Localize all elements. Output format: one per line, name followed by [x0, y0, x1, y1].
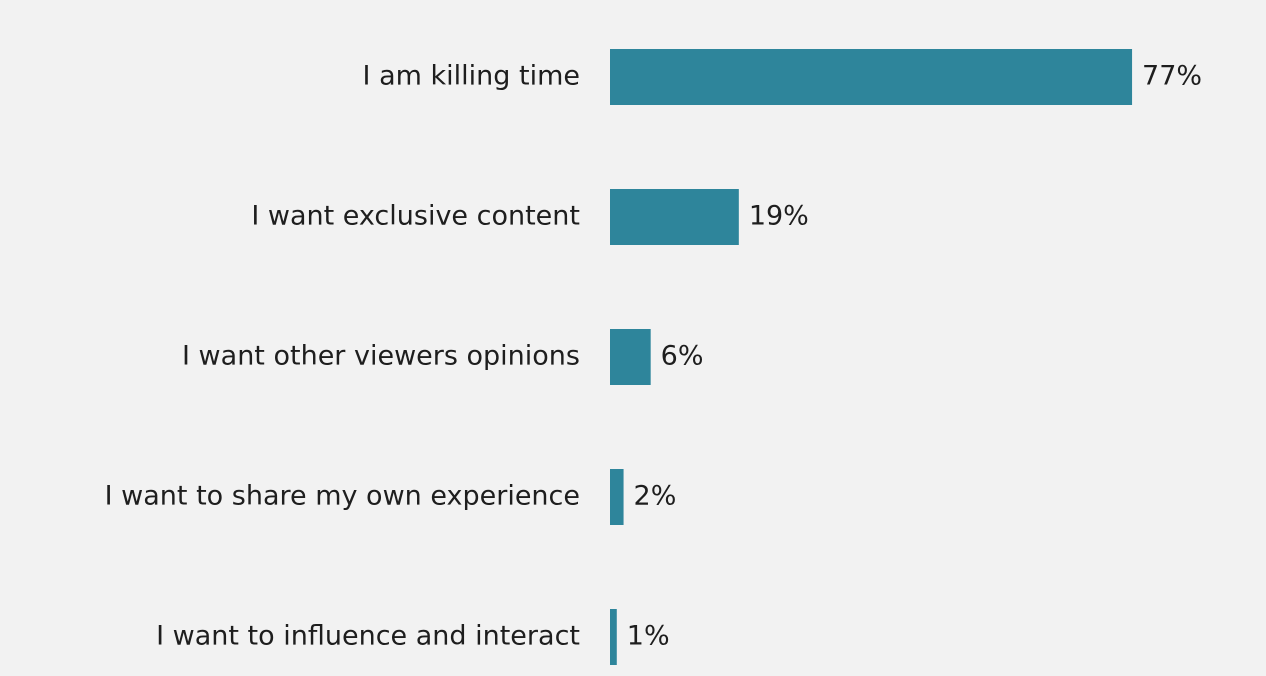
value-label: 1% — [627, 621, 670, 652]
category-label: I want to share my own experience — [105, 481, 580, 512]
bar — [610, 609, 617, 665]
bar — [610, 469, 624, 525]
category-label: I want other viewers opinions — [182, 341, 580, 372]
value-label: 2% — [634, 481, 677, 512]
value-label: 6% — [661, 341, 704, 372]
bar — [610, 189, 739, 245]
category-label: I am killing time — [363, 61, 580, 92]
category-label: I want exclusive content — [251, 201, 580, 232]
bar — [610, 49, 1133, 105]
category-label: I want to influence and interact — [156, 621, 580, 652]
bar — [610, 329, 651, 385]
value-label: 19% — [749, 201, 809, 232]
value-label: 77% — [1142, 61, 1202, 92]
